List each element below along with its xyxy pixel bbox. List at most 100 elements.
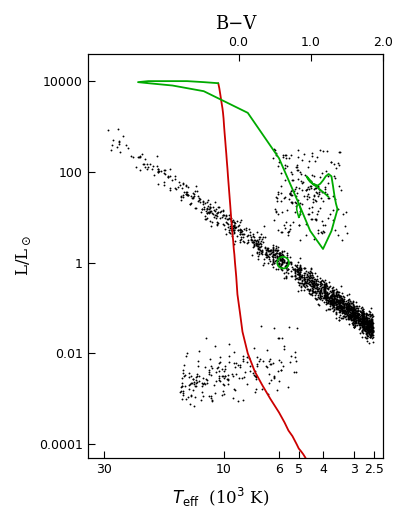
Point [275, 158, 282, 166]
Point [318, 294, 324, 303]
Point [231, 226, 237, 234]
Point [366, 316, 372, 324]
Point [330, 296, 336, 305]
Point [331, 291, 337, 299]
Point [296, 273, 303, 281]
Point [294, 162, 300, 171]
Point [230, 224, 236, 232]
Point [368, 320, 374, 328]
Point [322, 290, 328, 298]
Point [339, 309, 345, 317]
Point [240, 230, 246, 239]
Point [367, 322, 373, 330]
Point [262, 233, 268, 241]
Point [278, 365, 284, 374]
Point [366, 317, 373, 325]
Point [368, 321, 374, 329]
Point [317, 292, 323, 300]
Point [359, 317, 365, 326]
Point [357, 315, 363, 323]
Point [367, 314, 374, 323]
Point [309, 269, 316, 277]
Point [334, 293, 341, 302]
Point [363, 310, 370, 318]
Point [314, 275, 320, 283]
Point [283, 258, 290, 267]
Point [177, 388, 184, 397]
Point [253, 239, 259, 247]
Point [313, 215, 319, 223]
Point [282, 161, 288, 169]
Point [224, 215, 231, 223]
Point [277, 253, 283, 262]
Point [275, 162, 282, 171]
Point [223, 218, 229, 227]
Point [330, 301, 337, 310]
Point [313, 197, 319, 206]
Point [339, 299, 346, 307]
Point [310, 278, 317, 287]
Point [311, 291, 318, 299]
Point [258, 247, 264, 255]
Point [364, 330, 370, 339]
Point [273, 249, 279, 257]
Point [364, 325, 370, 334]
Point [338, 303, 345, 311]
Point [317, 228, 324, 236]
Point [110, 136, 117, 144]
Point [344, 304, 350, 312]
Point [273, 244, 279, 252]
Point [369, 327, 376, 336]
Point [365, 322, 372, 330]
Point [193, 382, 199, 390]
Point [320, 291, 327, 300]
Point [335, 305, 341, 313]
Point [324, 293, 330, 301]
Point [313, 281, 319, 289]
Point [351, 323, 358, 331]
Point [271, 251, 278, 259]
Point [335, 298, 342, 306]
Point [128, 152, 135, 160]
Point [289, 265, 296, 273]
Point [328, 284, 335, 292]
Point [330, 292, 337, 300]
Point [296, 270, 303, 279]
Point [304, 279, 310, 288]
Point [366, 320, 373, 328]
Point [335, 296, 341, 304]
Point [306, 274, 312, 282]
Point [353, 312, 359, 321]
Point [140, 159, 146, 168]
Point [180, 191, 186, 199]
Point [183, 352, 190, 361]
Point [240, 373, 247, 381]
Point [368, 319, 374, 327]
Point [349, 309, 356, 317]
Point [361, 322, 367, 330]
Point [273, 207, 279, 216]
Point [361, 321, 367, 329]
Point [191, 189, 197, 198]
Point [319, 217, 325, 225]
Point [275, 260, 281, 268]
Point [322, 221, 328, 229]
Point [122, 140, 129, 149]
Point [255, 233, 262, 241]
Point [344, 304, 350, 312]
Point [268, 360, 274, 368]
Point [276, 334, 282, 342]
Point [369, 321, 375, 329]
Point [359, 328, 365, 337]
Point [301, 276, 308, 284]
Point [364, 316, 370, 325]
Point [342, 313, 348, 321]
Point [359, 312, 365, 321]
Point [225, 220, 231, 229]
Point [323, 295, 330, 304]
Point [279, 254, 285, 262]
Point [351, 323, 357, 331]
Point [367, 319, 374, 328]
Point [200, 197, 206, 205]
Point [267, 246, 274, 254]
